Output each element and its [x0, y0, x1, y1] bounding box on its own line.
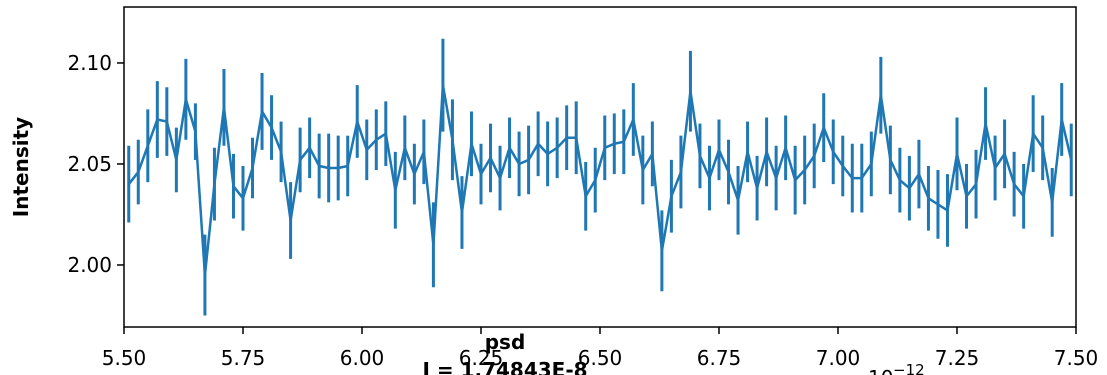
x-tick-label: 6.75 [697, 346, 742, 370]
x-tick-label: 5.50 [102, 346, 147, 370]
plot-frame [123, 6, 1077, 328]
x-tick-label: 6.25 [459, 346, 504, 370]
y-tick-label: 2.05 [67, 152, 112, 176]
x-tick-label: 6.00 [340, 346, 385, 370]
offset-text-base: 10 [868, 366, 893, 375]
x-tick-label: 7.50 [1054, 346, 1099, 370]
y-tick-label: 2.00 [67, 253, 112, 277]
x-tick-label: 7.25 [935, 346, 980, 370]
x-tick-label: 6.50 [578, 346, 623, 370]
x-tick-label: 5.75 [221, 346, 266, 370]
offset-text-exponent: −12 [893, 361, 925, 375]
chart-subtitle: I = 1.74843E-8 [422, 358, 587, 375]
y-axis-label: Intensity [9, 117, 33, 217]
chart-title: psd [485, 330, 526, 354]
x-tick-label: 7.00 [816, 346, 861, 370]
y-tick-label: 2.10 [67, 51, 112, 75]
data-line [127, 83, 1073, 277]
